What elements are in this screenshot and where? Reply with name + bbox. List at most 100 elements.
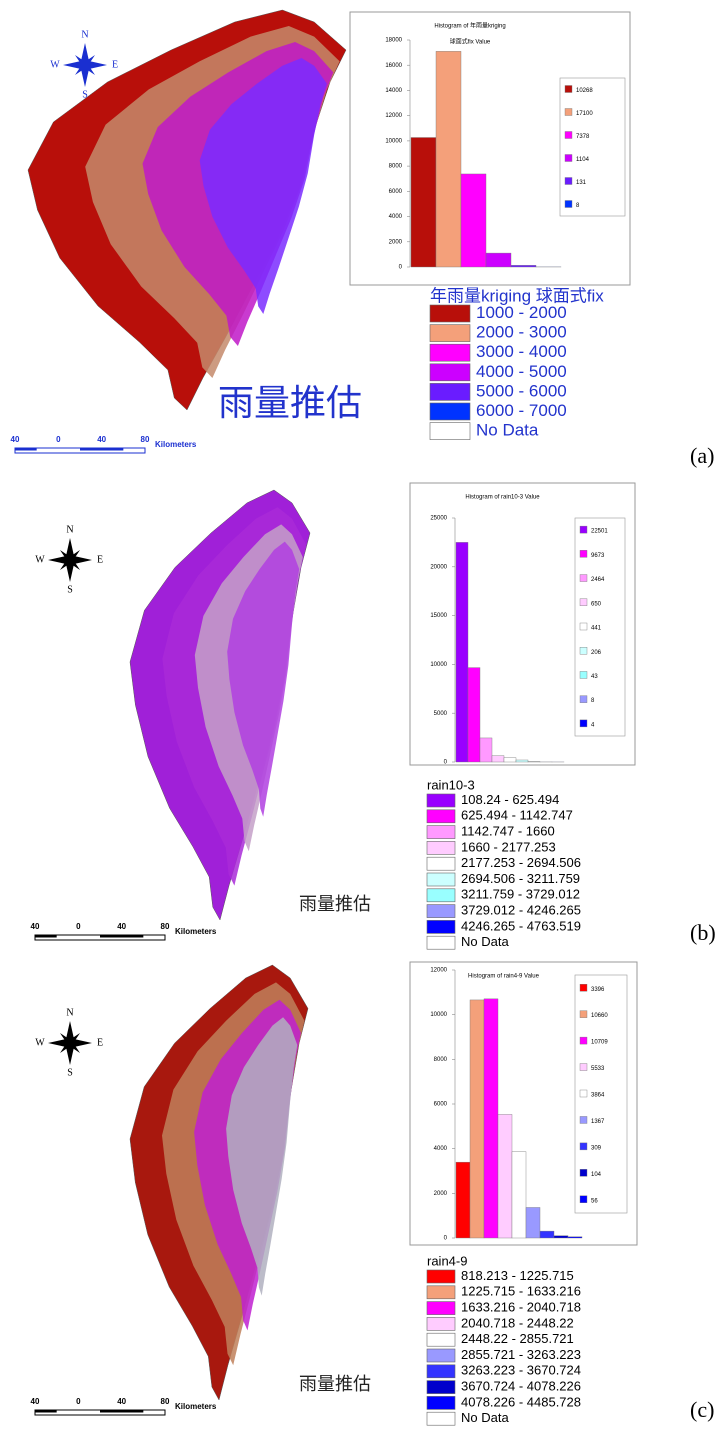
histogram-legend-label: 17100 xyxy=(576,111,593,117)
figure: NSWE4004080Kilometers雨量推估(a)年雨量kriging 球… xyxy=(0,0,727,1448)
legend-label: 2694.506 - 3211.759 xyxy=(461,871,580,886)
y-tick-label: 8000 xyxy=(389,164,403,170)
legend-label: 3000 - 4000 xyxy=(476,342,567,361)
histogram-legend-swatch xyxy=(580,575,587,582)
map-title: 雨量推估 xyxy=(299,1374,371,1395)
histogram-legend-swatch xyxy=(580,623,587,630)
histogram-legend-label: 3396 xyxy=(591,987,605,993)
histogram-legend-swatch xyxy=(580,1064,587,1071)
bar xyxy=(461,174,486,267)
legend-label: 818.213 - 1225.715 xyxy=(461,1268,574,1283)
scale-bar-segment xyxy=(35,935,57,938)
y-tick-label: 4000 xyxy=(434,1146,448,1152)
y-tick-label: 2000 xyxy=(434,1191,448,1197)
legend-swatch xyxy=(430,423,470,440)
bar xyxy=(436,51,461,267)
legend-label: 1660 - 2177.253 xyxy=(461,839,556,854)
legend-swatch xyxy=(427,1365,455,1378)
scale-label: 40 xyxy=(117,922,126,931)
bar xyxy=(456,1162,470,1238)
scale-unit: Kilometers xyxy=(155,440,197,449)
bar xyxy=(498,1114,512,1238)
histogram-legend-swatch xyxy=(565,132,572,139)
legend-swatch xyxy=(427,857,455,870)
histogram-legend-swatch xyxy=(580,1169,587,1176)
bar xyxy=(492,756,504,762)
compass-e: E xyxy=(112,59,118,70)
scale-label: 0 xyxy=(76,1397,81,1406)
legend-label: 1142.747 - 1660 xyxy=(461,824,555,839)
legend-swatch xyxy=(430,364,470,381)
scale-bar-segment xyxy=(15,448,37,451)
legend-swatch xyxy=(430,305,470,322)
legend-label: No Data xyxy=(461,934,509,949)
histogram-legend-label: 309 xyxy=(591,1145,602,1151)
legend-swatch xyxy=(430,325,470,342)
compass-e: E xyxy=(97,1037,103,1048)
histogram-legend-swatch xyxy=(580,550,587,557)
legend-title: rain4-9 xyxy=(427,1253,467,1268)
scale-label: 40 xyxy=(31,1397,40,1406)
legend-swatch xyxy=(427,1349,455,1362)
histogram-legend-swatch xyxy=(565,201,572,208)
bar xyxy=(568,1237,582,1238)
bar xyxy=(512,1152,526,1238)
histogram-legend-label: 56 xyxy=(591,1198,598,1204)
legend-swatch xyxy=(427,1396,455,1409)
histogram-legend-label: 7378 xyxy=(576,134,590,140)
scale-label: 40 xyxy=(117,1397,126,1406)
histogram-legend-swatch xyxy=(580,1196,587,1203)
page: NSWE4004080Kilometers雨量推估(a)年雨量kriging 球… xyxy=(0,0,727,1448)
legend-swatch xyxy=(427,1381,455,1394)
histogram-legend-swatch xyxy=(580,984,587,991)
compass-s: S xyxy=(67,1067,73,1078)
legend-label: 2855.721 - 3263.223 xyxy=(461,1347,581,1362)
y-tick-label: 10000 xyxy=(385,138,402,144)
compass-s: S xyxy=(67,584,73,595)
histogram-legend-label: 10268 xyxy=(576,88,593,94)
histogram-legend-swatch xyxy=(580,720,587,727)
histogram-legend-label: 22501 xyxy=(591,529,608,535)
panel-label: (a) xyxy=(690,443,714,468)
histogram-legend-label: 1104 xyxy=(576,157,590,163)
histogram-legend-label: 43 xyxy=(591,674,598,680)
legend-label: 2040.718 - 2448.22 xyxy=(461,1315,574,1330)
histogram-legend-label: 3864 xyxy=(591,1093,605,1099)
histogram-legend-label: 1367 xyxy=(591,1119,605,1125)
panel-label: (c) xyxy=(690,1397,714,1422)
legend-label: 5000 - 6000 xyxy=(476,381,567,400)
scale-unit: Kilometers xyxy=(175,927,217,936)
legend-swatch xyxy=(427,889,455,902)
legend-label: 3670.724 - 4078.226 xyxy=(461,1379,581,1394)
legend-swatch xyxy=(427,826,455,839)
bar xyxy=(504,758,516,762)
legend-swatch xyxy=(427,920,455,933)
scale-label: 0 xyxy=(76,922,81,931)
bar xyxy=(526,1207,540,1238)
histogram-legend-label: 9673 xyxy=(591,553,605,559)
compass-n: N xyxy=(66,1007,73,1018)
y-tick-label: 12000 xyxy=(430,968,447,974)
legend-swatch xyxy=(427,936,455,949)
scale-label: 40 xyxy=(31,922,40,931)
y-tick-label: 6000 xyxy=(434,1102,448,1108)
legend-label: 2448.22 - 2855.721 xyxy=(461,1331,574,1346)
compass-n: N xyxy=(66,524,73,535)
legend-title: rain10-3 xyxy=(427,777,475,792)
y-tick-label: 18000 xyxy=(385,38,402,44)
chart-title: Histogram of rain10-3 Value xyxy=(465,495,540,501)
bar xyxy=(511,265,536,267)
legend-label: 625.494 - 1142.747 xyxy=(461,808,573,823)
histogram-legend-label: 650 xyxy=(591,601,602,607)
legend-label: No Data xyxy=(476,421,539,440)
scale-bar-segment xyxy=(35,1410,57,1413)
y-tick-label: 5000 xyxy=(434,711,448,717)
legend-swatch xyxy=(427,1270,455,1283)
y-tick-label: 20000 xyxy=(430,564,447,570)
legend-swatch xyxy=(430,344,470,361)
scale-label: 80 xyxy=(161,922,170,931)
chart-title: Histogram of rain4-9 Value xyxy=(468,974,540,980)
compass-rose xyxy=(48,538,92,582)
legend-swatch xyxy=(427,1302,455,1315)
scale-label: 0 xyxy=(56,435,61,444)
